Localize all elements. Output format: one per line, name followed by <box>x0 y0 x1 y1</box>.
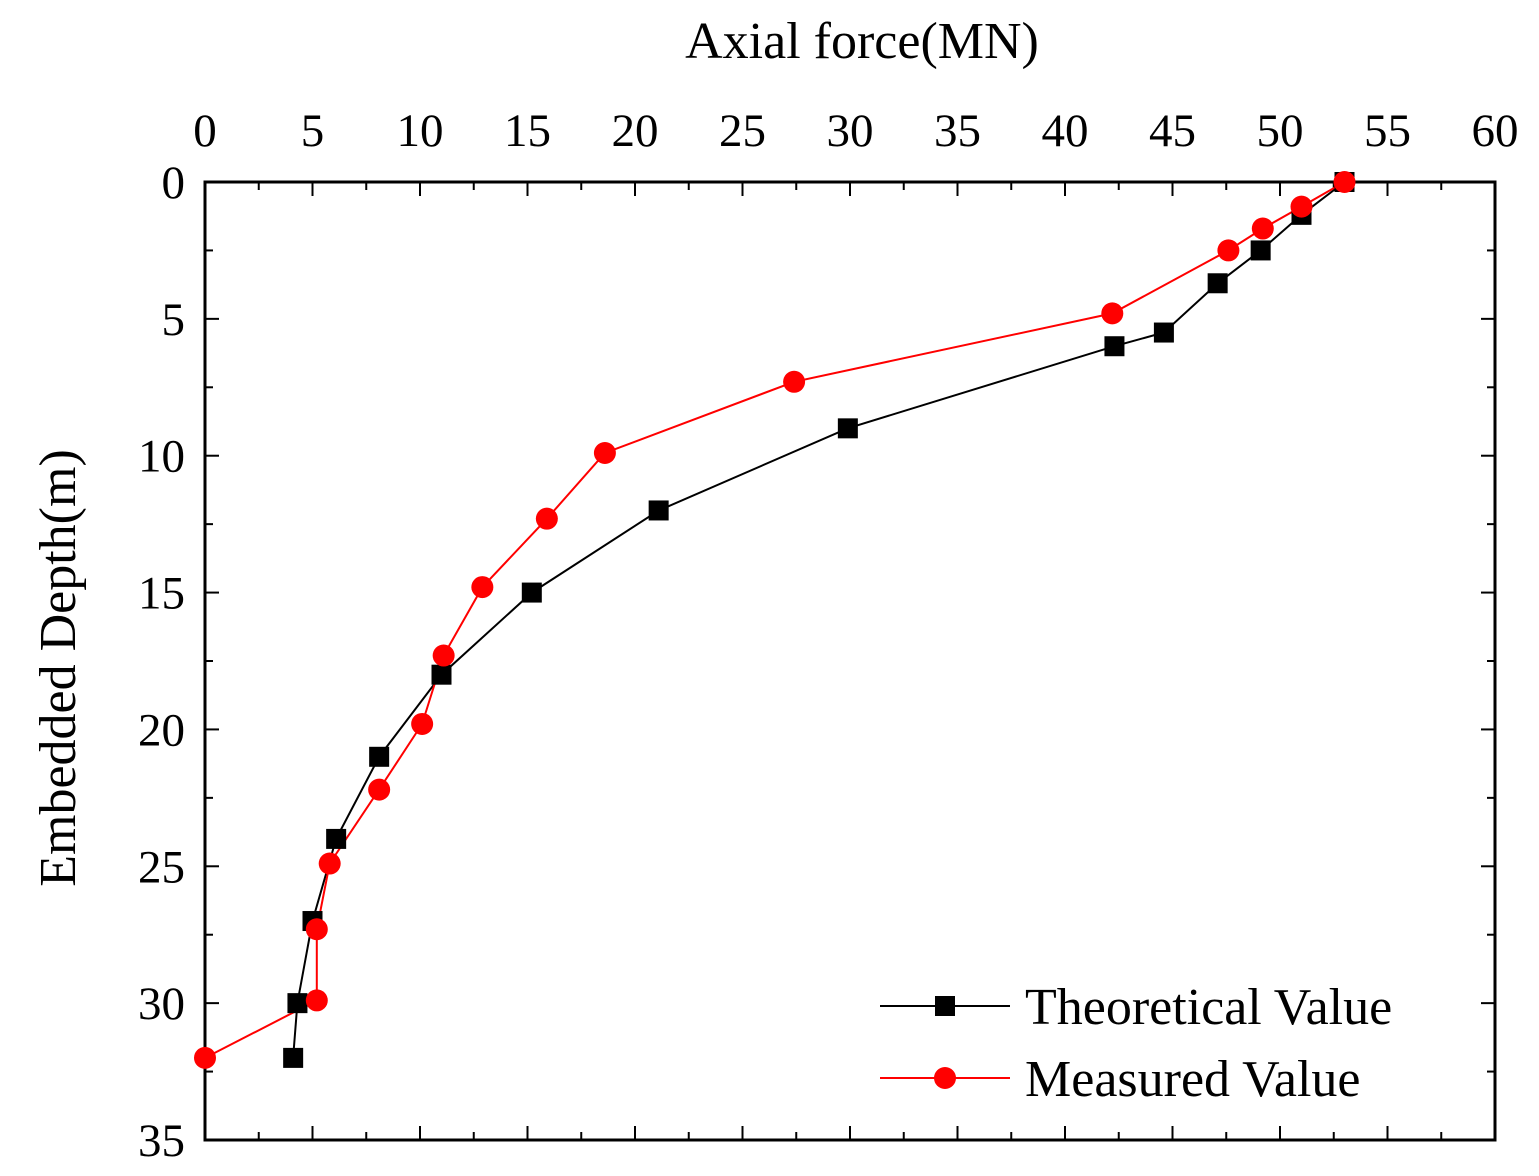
data-point-measured <box>593 441 616 464</box>
data-point-measured <box>411 712 434 735</box>
data-point-theoretical <box>521 582 542 603</box>
data-point-theoretical <box>1153 322 1174 343</box>
data-point-theoretical <box>1207 273 1228 294</box>
data-point-theoretical <box>1104 336 1125 357</box>
y-tick-label: 20 <box>138 704 185 756</box>
series-line-theoretical <box>292 181 1346 1058</box>
x-tick-label: 40 <box>1042 105 1089 157</box>
x-tick-label: 5 <box>301 105 325 157</box>
data-point-theoretical <box>431 664 452 685</box>
x-tick-label: 55 <box>1364 105 1411 157</box>
x-tick-label: 50 <box>1257 105 1304 157</box>
legend-label-measured: Measured Value <box>1025 1051 1361 1108</box>
x-tick-label: 30 <box>827 105 874 157</box>
data-point-measured <box>305 989 328 1012</box>
data-point-measured <box>471 576 494 599</box>
x-tick-label: 45 <box>1149 105 1196 157</box>
data-point-theoretical <box>837 418 858 439</box>
data-point-measured <box>1217 239 1240 262</box>
y-tick-label: 35 <box>138 1115 185 1167</box>
legend-marker-measured <box>934 1067 956 1089</box>
data-point-theoretical <box>648 500 669 521</box>
x-axis-title: Axial force(MN) <box>685 13 1039 70</box>
data-point-measured <box>1251 217 1274 240</box>
series-layer <box>194 171 1356 1069</box>
data-point-theoretical <box>369 746 390 767</box>
y-tick-label: 5 <box>162 294 186 346</box>
data-point-measured <box>194 1046 216 1069</box>
y-axis: 0 5 10 15 20 25 30 35 <box>138 157 1495 1167</box>
data-point-theoretical <box>326 828 347 849</box>
data-point-theoretical <box>283 1047 304 1068</box>
data-point-measured <box>783 370 806 393</box>
data-point-measured <box>1290 195 1313 218</box>
x-tick-label: 15 <box>504 105 551 157</box>
data-point-measured <box>305 918 328 941</box>
legend: Theoretical Value Measured Value <box>880 979 1392 1108</box>
x-tick-label: 0 <box>193 105 217 157</box>
data-point-theoretical <box>287 993 308 1014</box>
x-tick-label: 60 <box>1472 105 1519 157</box>
data-point-measured <box>368 778 391 801</box>
legend-label-theoretical: Theoretical Value <box>1025 979 1392 1036</box>
x-tick-label: 25 <box>719 105 766 157</box>
data-point-measured <box>1101 302 1124 325</box>
x-axis: 0 5 10 15 20 25 30 35 40 45 50 55 60 <box>193 105 1519 1140</box>
data-point-measured <box>432 644 455 667</box>
series-line-measured <box>204 181 1345 1059</box>
y-axis-title: Embedded Depth(m) <box>30 449 87 887</box>
y-tick-label: 0 <box>162 157 186 209</box>
data-point-measured <box>535 507 558 530</box>
x-tick-label: 20 <box>612 105 659 157</box>
legend-marker-theoretical <box>935 996 955 1016</box>
y-tick-label: 15 <box>138 568 185 620</box>
y-tick-label: 10 <box>138 431 185 483</box>
data-point-measured <box>318 852 341 875</box>
y-tick-label: 30 <box>138 978 185 1030</box>
y-tick-label: 25 <box>138 841 185 893</box>
data-point-theoretical <box>1250 240 1271 261</box>
x-tick-label: 35 <box>934 105 981 157</box>
x-tick-label: 10 <box>397 105 444 157</box>
data-point-measured <box>1333 171 1356 193</box>
